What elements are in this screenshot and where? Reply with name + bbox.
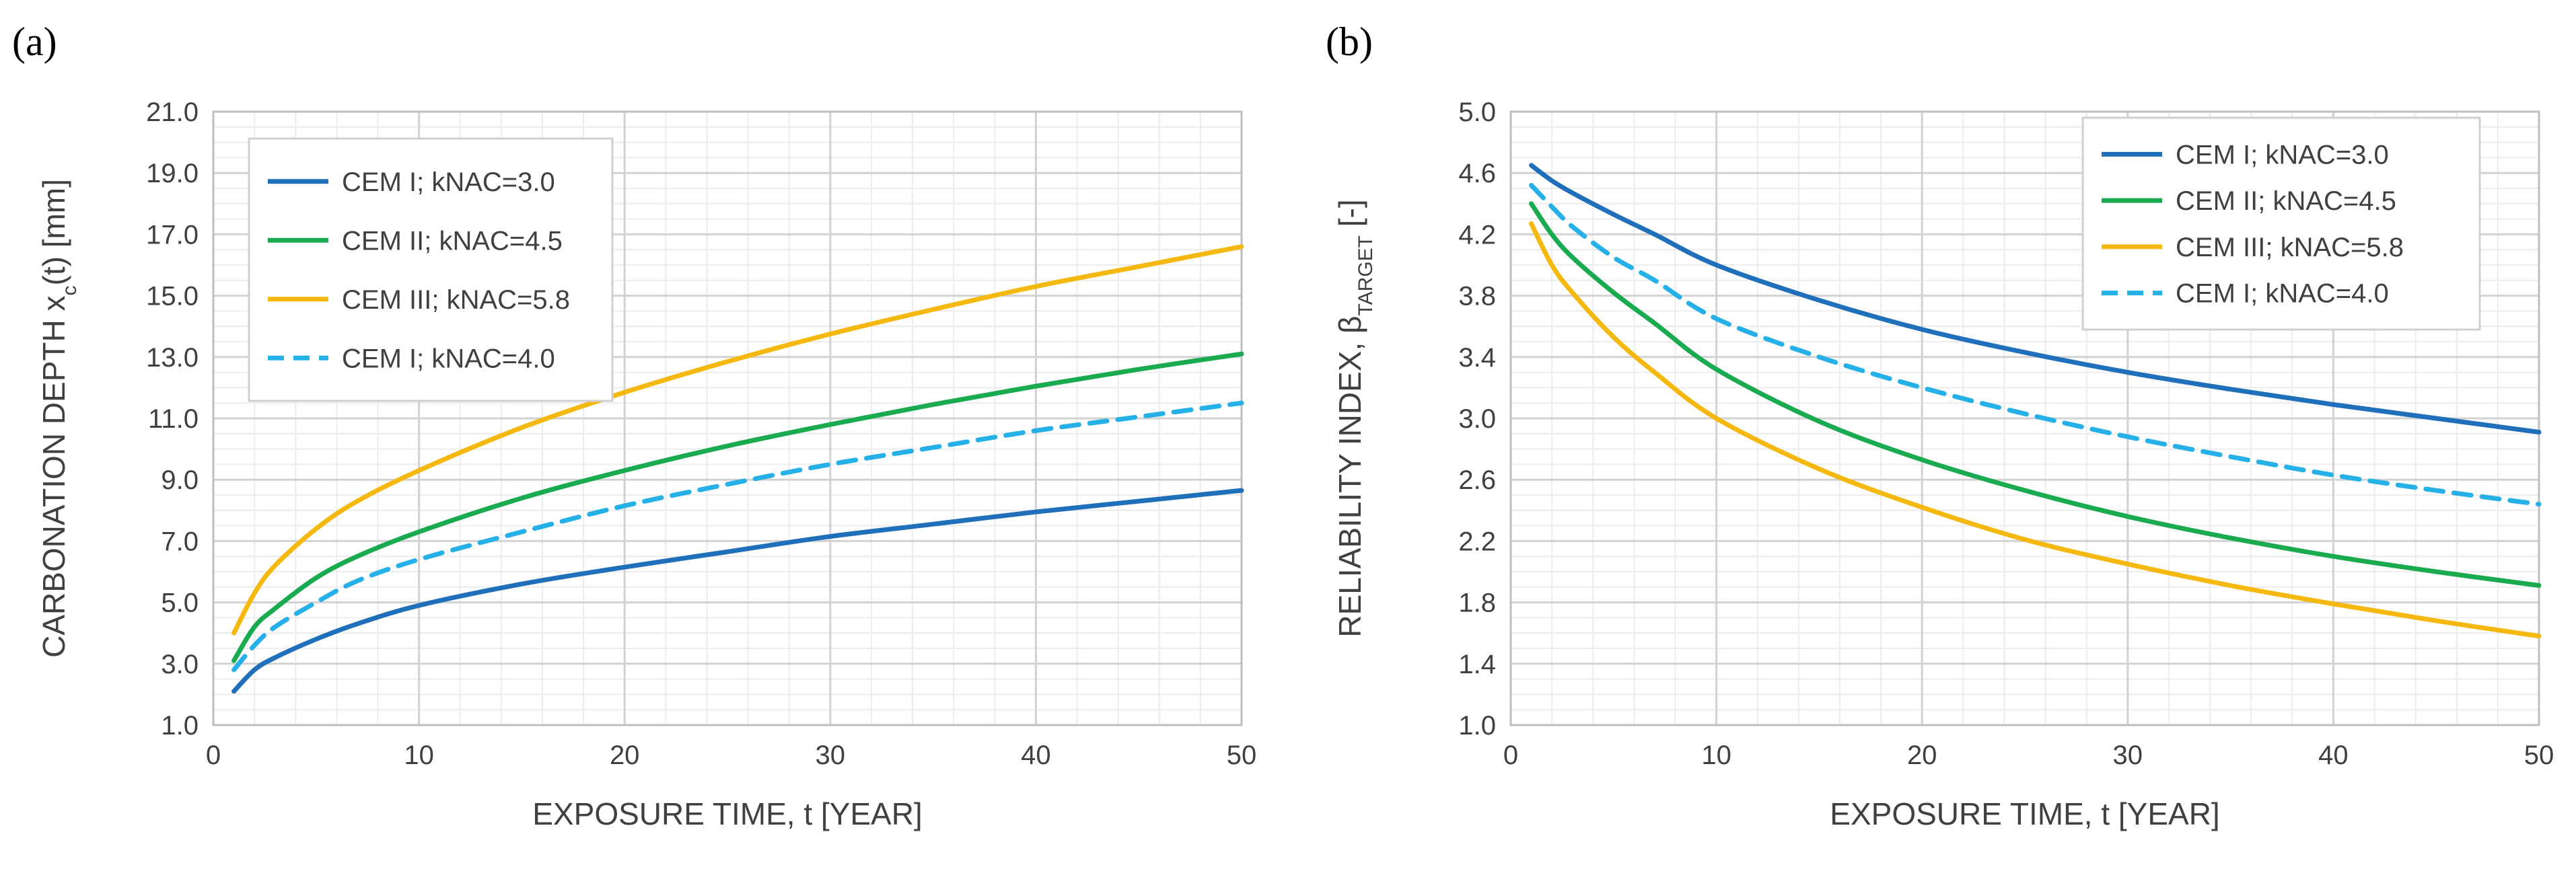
panel-a: 0 10 20 30 40 50 1.0 3.0 5.0 7.0 9.0 11.0 13.0 15.0 17…: [12, 20, 1256, 831]
series-line: [231, 351, 1244, 663]
x-tick-label: 10: [404, 741, 434, 770]
y-tick-label: 3.0: [1458, 404, 1496, 434]
y-axis-title-subscript: c: [59, 285, 81, 295]
x-tick-label: 50: [2524, 741, 2554, 770]
y-tick-label: 1.0: [161, 711, 199, 741]
panel-label: (b): [1326, 20, 1373, 64]
series-line: [231, 244, 1244, 636]
legend-entry-label: CEM III; kNAC=5.8: [2176, 233, 2404, 262]
y-tick-label: 7.0: [161, 527, 199, 556]
x-axis-title: EXPOSURE TIME, t [YEAR]: [1830, 796, 2219, 831]
y-tick-label: 2.2: [1458, 527, 1496, 556]
y-axis-title-main: CARBONATION DEPTH x: [36, 295, 71, 657]
x-tick-label: 10: [1701, 741, 1731, 770]
y-tick-label: 4.6: [1458, 159, 1496, 188]
y-tick-label: 17.0: [146, 220, 199, 250]
x-axis-title: EXPOSURE TIME, t [YEAR]: [532, 796, 922, 831]
y-tick-label: 19.0: [146, 159, 199, 188]
x-tick-label: 30: [2113, 741, 2143, 770]
x-tick-label: 0: [1503, 741, 1518, 770]
legend-entry-label: CEM I; kNAC=4.0: [342, 344, 555, 373]
y-tick-label: 5.0: [1458, 98, 1496, 127]
series-line: [1529, 163, 2542, 435]
series-line: [1529, 221, 2542, 639]
legend-entry-label: CEM I; kNAC=3.0: [342, 167, 555, 197]
y-tick-label: 21.0: [146, 98, 199, 127]
y-axis-title: CARBONATION DEPTH xc(t) [mm]: [36, 179, 81, 658]
y-tick-label: 13.0: [146, 343, 199, 373]
legend-entry-label: CEM III; kNAC=5.8: [342, 285, 570, 315]
y-tick-label: 5.0: [161, 589, 199, 618]
y-tick-label: 4.2: [1458, 220, 1496, 250]
y-tick-label: 3.4: [1458, 343, 1496, 373]
legend-entry-label: CEM I; kNAC=4.0: [2176, 279, 2389, 309]
y-tick-label: 2.6: [1458, 465, 1496, 495]
y-axis-title-tail: [-]: [1332, 199, 1367, 235]
y-axis-title-main: RELIABILITY INDEX, β: [1332, 316, 1367, 638]
plot-area-border: [1509, 110, 2540, 726]
y-tick-label: 1.4: [1458, 650, 1496, 679]
legend: CEM I; kNAC=3.0 CEM II; kNAC=4.5 CEM III; …: [248, 137, 614, 402]
y-tick-label: 1.0: [1458, 711, 1496, 741]
panel-b: 0 10 20 30 40 50 1.0 1.4 1.8 2.2 2.6 3.0 3.4 3.8 4.2 4.…: [1326, 20, 2554, 831]
series-line: [231, 488, 1244, 694]
x-tick-label: 50: [1227, 741, 1257, 770]
plot-area-border: [212, 110, 1243, 726]
y-axis-title: RELIABILITY INDEX, βTARGET [-]: [1332, 199, 1377, 637]
y-tick-label: 1.8: [1458, 589, 1496, 618]
x-tick-label: 20: [610, 741, 640, 770]
y-tick-label: 3.8: [1458, 282, 1496, 311]
legend-entry-label: CEM II; kNAC=4.5: [342, 226, 563, 256]
series-line: [231, 400, 1244, 673]
series-lines: [1529, 163, 2542, 639]
y-tick-label: 15.0: [146, 282, 199, 311]
panel-label: (a): [12, 20, 57, 64]
x-tick-label: 20: [1907, 741, 1937, 770]
series-line: [1529, 182, 2542, 507]
legend-entry-label: CEM II; kNAC=4.5: [2176, 186, 2396, 216]
x-tick-label: 30: [816, 741, 846, 770]
x-tick-label: 40: [2318, 741, 2349, 770]
legend-entry-label: CEM I; kNAC=3.0: [2176, 140, 2389, 169]
y-axis-title-tail: (t) [mm]: [36, 179, 71, 285]
y-tick-label: 9.0: [161, 465, 199, 495]
x-tick-label: 0: [206, 741, 221, 770]
series-lines: [231, 244, 1244, 694]
x-tick-label: 40: [1021, 741, 1051, 770]
y-tick-label: 11.0: [148, 404, 199, 434]
series-line: [1529, 201, 2542, 589]
legend: CEM I; kNAC=3.0 CEM II; kNAC=4.5 CEM III; …: [2081, 116, 2481, 331]
y-tick-label: 3.0: [161, 650, 199, 679]
y-axis-title-subscript: TARGET: [1355, 235, 1377, 315]
